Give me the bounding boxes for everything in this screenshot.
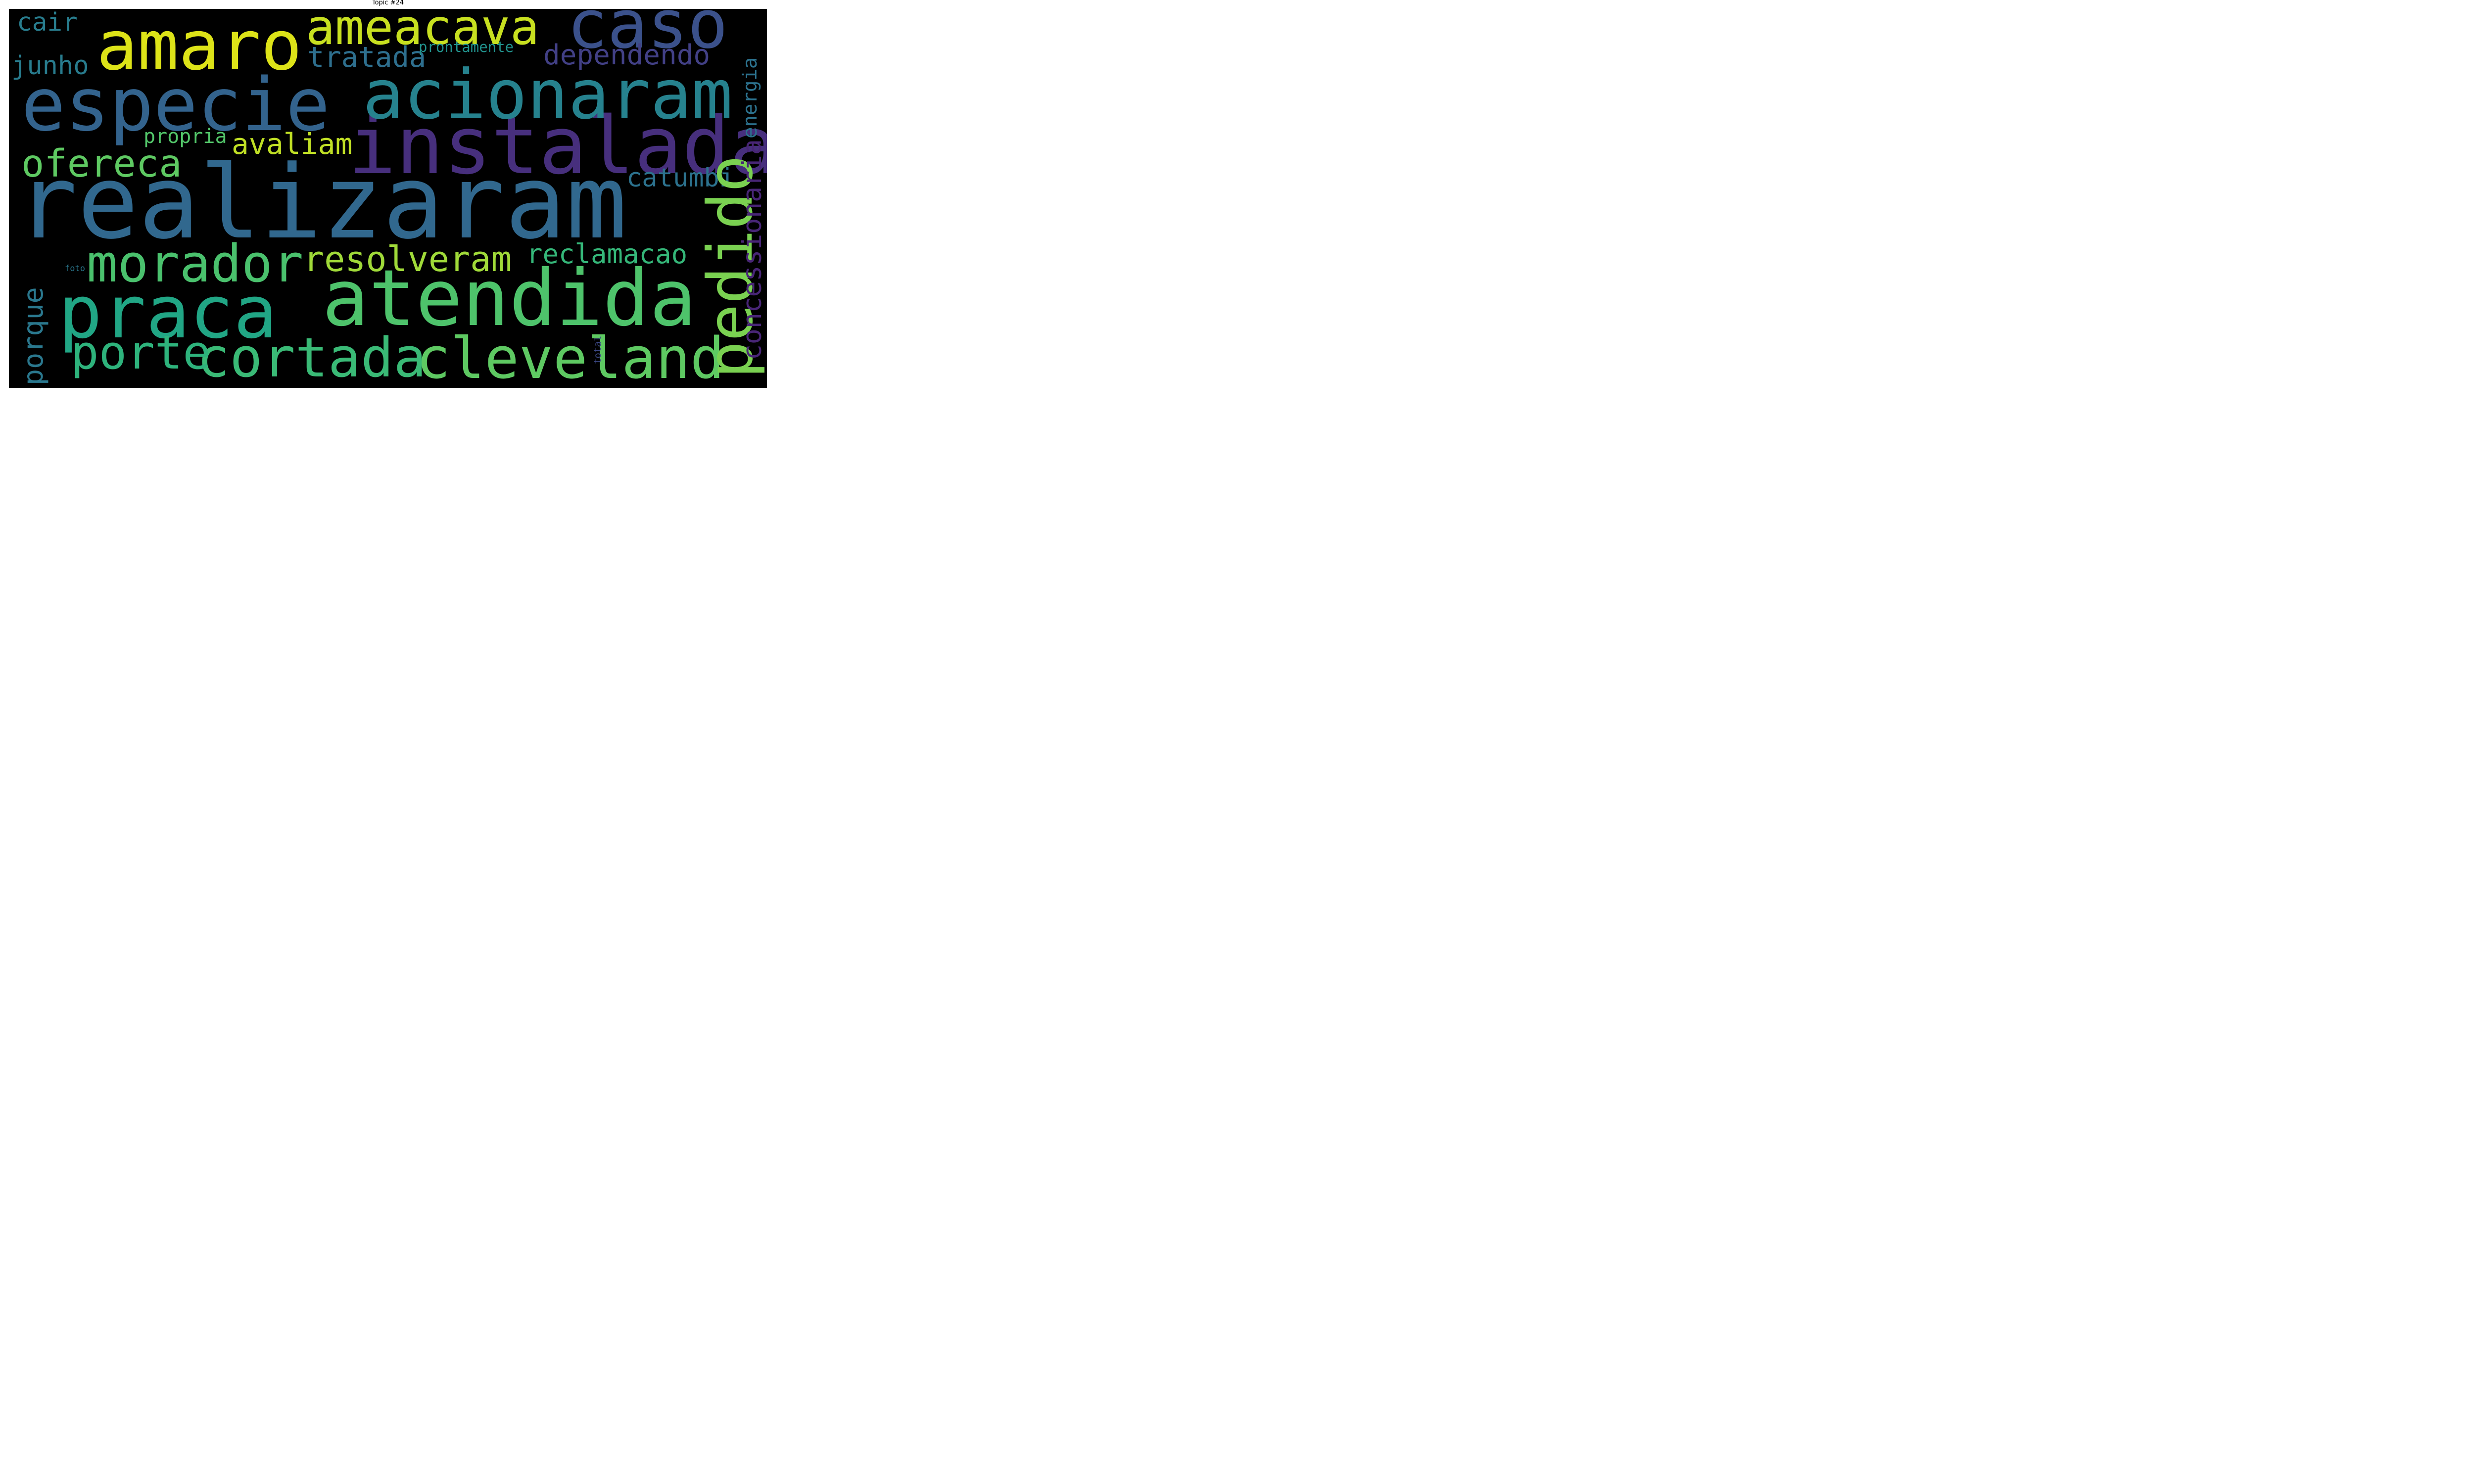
word-avaliam: avaliam [232,127,353,161]
plot-title: Topic #24 [372,0,404,6]
word-cleveland: cleveland [416,325,725,388]
word-especie: especie [21,62,330,147]
word-reclamacao: reclamacao [526,238,688,270]
word-porte: porte [71,326,211,380]
word-praca: praca [58,270,278,355]
word-catumbi: catumbi [626,163,735,193]
word-acionaram: acionaram [363,55,733,135]
word-cloud: realizaram instalada acionaram especie a… [9,9,767,388]
word-prontamente: prontamente [419,39,514,55]
figure: Topic #24 realizaram instalada acionaram… [0,0,776,388]
word-propria: propria [143,125,227,148]
word-ofereca: ofereca [21,142,182,186]
word-cair: cair [17,9,78,37]
word-foto: foto [65,264,85,274]
word-junho: junho [11,51,89,81]
word-tratada: tratada [307,41,427,74]
word-realizaram: realizaram [16,144,627,262]
word-concessionaria: concessionaria [737,139,767,360]
word-total: total [592,335,603,364]
word-ameacava: ameacava [306,9,540,56]
word-amaro: amaro [96,9,302,86]
word-porque: porque [17,287,49,385]
word-energia: energia [739,57,761,139]
word-instalada: instalada [348,99,767,192]
word-atendida: atendida [322,253,697,344]
word-morador: morador [87,233,304,294]
word-caso: caso [567,9,728,63]
word-resolveram: resolveram [303,239,512,279]
word-cortada: cortada [197,326,427,388]
word-dependendo: dependendo [543,39,711,71]
